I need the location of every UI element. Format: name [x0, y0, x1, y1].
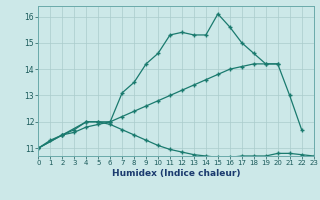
X-axis label: Humidex (Indice chaleur): Humidex (Indice chaleur)	[112, 169, 240, 178]
